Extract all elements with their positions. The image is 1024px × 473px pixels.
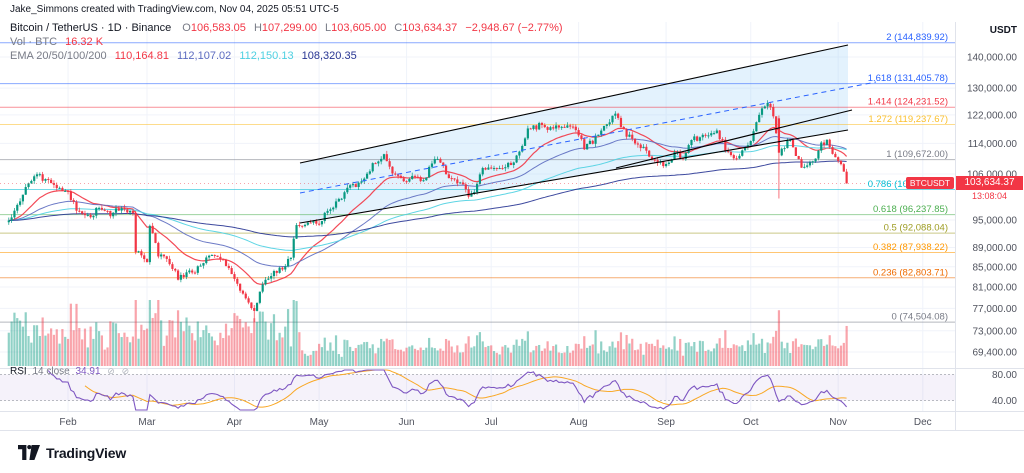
ema-value-3: 108,320.35 [301, 50, 357, 62]
price-tick-label: 95,000.00 [973, 216, 1018, 227]
ema-value-1: 112,107.02 [177, 50, 232, 62]
low-value: 103,605.00 [331, 22, 387, 34]
rsi-lower-tick-label: 40.00 [992, 396, 1017, 407]
month-label: Aug [570, 417, 588, 428]
fib-label: 0.5 (92,088.04) [884, 223, 948, 234]
bottom-toolbar: TradingView [0, 432, 1024, 473]
price-tick-label: 77,000.00 [973, 304, 1018, 315]
candles-layer [7, 100, 848, 323]
fib-label: 0.382 (87,938.22) [873, 242, 948, 253]
fib-label: 0.236 (82,803.71) [873, 267, 948, 278]
ema-legend-row: EMA 20/50/100/200 110,164.81 112,107.02 … [10, 49, 563, 63]
rsi-pane-layer [0, 369, 956, 411]
month-label: Oct [743, 417, 759, 428]
fib-label: 1.618 (131,405.78) [868, 73, 948, 84]
close-value: 103,634.37 [402, 22, 458, 34]
price-tick-label: 85,000.00 [973, 262, 1018, 273]
month-label: Sep [657, 417, 675, 428]
last-price-badge: 103,634.37 [956, 176, 1023, 190]
axes-layer: 140,000.00 130,000.00 122,000.00 114,000.00… [0, 22, 1024, 431]
rsi-upper-tick-label: 80.00 [992, 370, 1017, 381]
month-label: Jun [398, 417, 414, 428]
price-tick-label: 73,000.00 [973, 326, 1018, 337]
fib-label: 1.414 (124,231.52) [868, 97, 948, 108]
ema-value-0: 110,164.81 [114, 50, 169, 62]
low-label: L [325, 22, 332, 34]
high-label: H [253, 22, 262, 34]
price-tick-label: 69,400.00 [973, 348, 1018, 359]
symbol-title[interactable]: Bitcoin / TetherUS · 1D · Binance [10, 22, 172, 34]
close-label: C [394, 22, 403, 34]
channel-upper-line [299, 44, 849, 164]
symbol-price-label: BTCUSDT [905, 177, 954, 189]
price-tick-label: 114,000.00 [968, 139, 1018, 150]
volume-value: 16.32 K [65, 36, 104, 48]
open-value: 106,583.05 [190, 22, 246, 34]
tradingview-logo-icon[interactable] [18, 445, 40, 460]
ema-20-line [8, 126, 848, 285]
support-trendline [615, 109, 853, 169]
rsi-title[interactable]: RSI [10, 366, 27, 377]
month-label: Apr [227, 417, 243, 428]
price-scale-currency[interactable]: USDT [989, 25, 1017, 36]
ema-value-2: 112,150.13 [239, 50, 294, 62]
fib-label: 0 (74,504.08) [891, 312, 948, 323]
channel-median-line [299, 81, 877, 194]
channel-fill-layer [300, 45, 848, 223]
rsi-line [47, 369, 848, 411]
channel-lower-line [299, 129, 849, 224]
candle-countdown: 13:08:04 [956, 190, 1023, 202]
month-label: Mar [138, 417, 156, 428]
month-label: Jul [485, 417, 498, 428]
symbol-legend-row: Bitcoin / TetherUS · 1D · Binance O106,5… [10, 21, 563, 35]
high-value: 107,299.00 [261, 22, 317, 34]
open-label: O [182, 22, 191, 34]
month-label: Nov [829, 417, 847, 428]
indicator-menu-icon[interactable]: ⊘ [121, 366, 130, 376]
change-value: −2,948.67 (−2.77%) [465, 22, 563, 34]
tradingview-logo-text[interactable]: TradingView [46, 444, 127, 461]
fib-label: 2 (144,839.92) [886, 32, 948, 43]
price-scale-axis[interactable] [956, 22, 1024, 430]
rsi-legend-row: RSI 14 close 34.91 ⊘ ⊘ [10, 366, 129, 377]
hide-indicator-icon[interactable]: ⊘ [107, 366, 115, 376]
price-tick-label: 130,000.00 [967, 84, 1017, 95]
attribution-text: Jake_Simmons created with TradingView.co… [10, 4, 339, 15]
chart-legend: Bitcoin / TetherUS · 1D · Binance O106,5… [10, 21, 563, 63]
volume-label[interactable]: Vol · BTC [10, 36, 58, 48]
rsi-ma-line [84, 369, 847, 408]
fib-lines-layer [0, 42, 956, 323]
month-label: May [310, 417, 329, 428]
rsi-params: 14 close [32, 366, 70, 377]
volume-layer [7, 300, 848, 366]
month-label: Dec [914, 417, 932, 428]
volume-legend-row: Vol · BTC 16.32 K [10, 35, 563, 49]
ema-label[interactable]: EMA 20/50/100/200 [10, 50, 107, 62]
price-tick-label: 106,000.00 [967, 169, 1017, 180]
price-tick-label: 140,000.00 [967, 53, 1017, 64]
time-scale-axis[interactable] [0, 412, 956, 430]
month-label: Feb [59, 417, 77, 428]
fib-label: 1 (109,672.00) [886, 149, 948, 160]
fib-label: 1.272 (119,237.67) [868, 114, 948, 125]
price-tick-label: 81,000.00 [973, 283, 1018, 294]
rsi-value: 34.91 [75, 366, 101, 377]
trendlines-layer [0, 44, 956, 224]
ema-200-line [8, 160, 847, 238]
fib-label: 0.618 (96,237.85) [873, 204, 948, 215]
price-tick-label: 122,000.00 [967, 110, 1017, 121]
price-tick-label: 89,000.00 [973, 243, 1018, 254]
